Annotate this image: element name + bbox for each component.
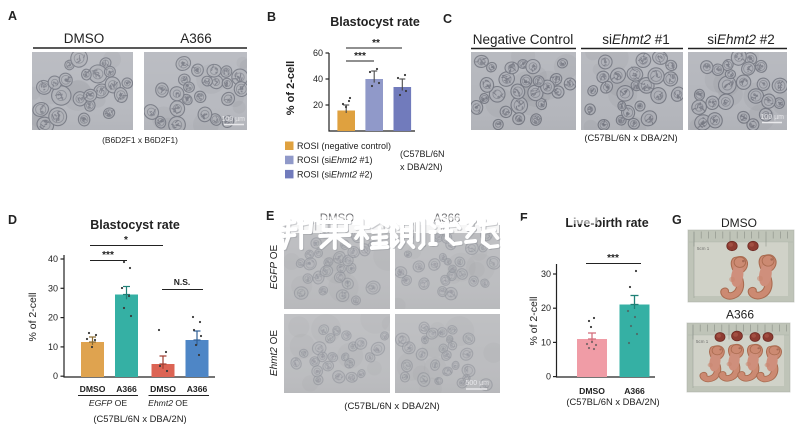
- svg-text:100 µm: 100 µm: [222, 116, 246, 123]
- svg-text:x DBA/2N): x DBA/2N): [400, 162, 443, 172]
- svg-text:DMSO: DMSO: [150, 384, 176, 394]
- svg-text:ROSI (siEhmt2 #2): ROSI (siEhmt2 #2): [297, 169, 373, 179]
- svg-text:(C57BL/6N x DBA/2N): (C57BL/6N x DBA/2N): [566, 396, 659, 407]
- svg-text:A366: A366: [187, 384, 208, 394]
- svg-text:0: 0: [546, 372, 551, 382]
- svg-text:*: *: [124, 235, 128, 246]
- svg-text:DMSO: DMSO: [721, 216, 757, 230]
- svg-text:500 µm: 500 µm: [466, 380, 490, 387]
- svg-text:A366: A366: [180, 31, 212, 46]
- svg-text:N.S.: N.S.: [174, 277, 191, 287]
- svg-text:(C57BL/6N x DBA/2N): (C57BL/6N x DBA/2N): [584, 132, 677, 143]
- svg-text:10: 10: [541, 337, 551, 347]
- svg-text:20: 20: [48, 313, 58, 323]
- svg-text:B: B: [267, 10, 276, 24]
- svg-text:(B6D2F1 x B6D2F1): (B6D2F1 x B6D2F1): [102, 135, 178, 145]
- svg-text:ROSI (siEhmt2 #1): ROSI (siEhmt2 #1): [297, 155, 373, 165]
- svg-text:100 µm: 100 µm: [761, 114, 785, 121]
- svg-text:40: 40: [48, 254, 58, 264]
- svg-text:% of 2-cell: % of 2-cell: [27, 292, 39, 341]
- svg-text:D: D: [8, 213, 17, 227]
- svg-text:10: 10: [48, 342, 58, 352]
- svg-text:***: ***: [354, 51, 366, 62]
- svg-text:30: 30: [541, 269, 551, 279]
- svg-text:0: 0: [53, 371, 58, 381]
- svg-text:Blastocyst rate: Blastocyst rate: [90, 218, 180, 232]
- svg-text:siEhmt2 #2: siEhmt2 #2: [707, 32, 775, 47]
- svg-text:**: **: [372, 38, 380, 49]
- svg-text:G: G: [672, 213, 682, 227]
- svg-text:DMSO: DMSO: [64, 31, 105, 46]
- svg-text:20: 20: [541, 303, 551, 313]
- svg-text:A: A: [8, 9, 17, 23]
- svg-text:Ehmt2 OE: Ehmt2 OE: [148, 398, 188, 408]
- svg-text:% of 2-cell: % of 2-cell: [285, 61, 297, 115]
- svg-text:5cm 1: 5cm 1: [697, 246, 710, 251]
- svg-text:(C57BL/6N x DBA/2N): (C57BL/6N x DBA/2N): [344, 401, 439, 412]
- svg-text:Ehmt2 OE: Ehmt2 OE: [269, 330, 280, 376]
- svg-text:30: 30: [48, 283, 58, 293]
- svg-text:20: 20: [313, 100, 323, 110]
- svg-text:% of 2-cell: % of 2-cell: [528, 296, 540, 345]
- svg-text:A366: A366: [116, 384, 137, 394]
- svg-text:***: ***: [607, 253, 619, 264]
- svg-text:EGFP OE: EGFP OE: [269, 244, 280, 289]
- svg-text:DMSO: DMSO: [579, 386, 605, 396]
- svg-text:40: 40: [313, 74, 323, 84]
- svg-text:E: E: [266, 209, 274, 223]
- svg-text:ROSI (negative control): ROSI (negative control): [297, 141, 391, 151]
- svg-text:(C57BL/6N: (C57BL/6N: [400, 149, 445, 159]
- svg-text:Blastocyst rate: Blastocyst rate: [330, 15, 420, 29]
- svg-text:5cm 1: 5cm 1: [696, 339, 709, 344]
- svg-text:C: C: [443, 12, 452, 26]
- svg-text:Negative Control: Negative Control: [473, 32, 574, 47]
- svg-text:60: 60: [313, 48, 323, 58]
- svg-text:(C57BL/6N x DBA/2N): (C57BL/6N x DBA/2N): [93, 413, 186, 424]
- svg-text:DMSO: DMSO: [80, 384, 106, 394]
- svg-text:EGFP OE: EGFP OE: [89, 398, 127, 408]
- svg-text:F: F: [520, 211, 528, 225]
- svg-text:A366: A366: [624, 386, 645, 396]
- svg-text:A366: A366: [726, 308, 754, 322]
- svg-text:siEhmt2 #1: siEhmt2 #1: [602, 32, 670, 47]
- svg-text:***: ***: [102, 250, 114, 261]
